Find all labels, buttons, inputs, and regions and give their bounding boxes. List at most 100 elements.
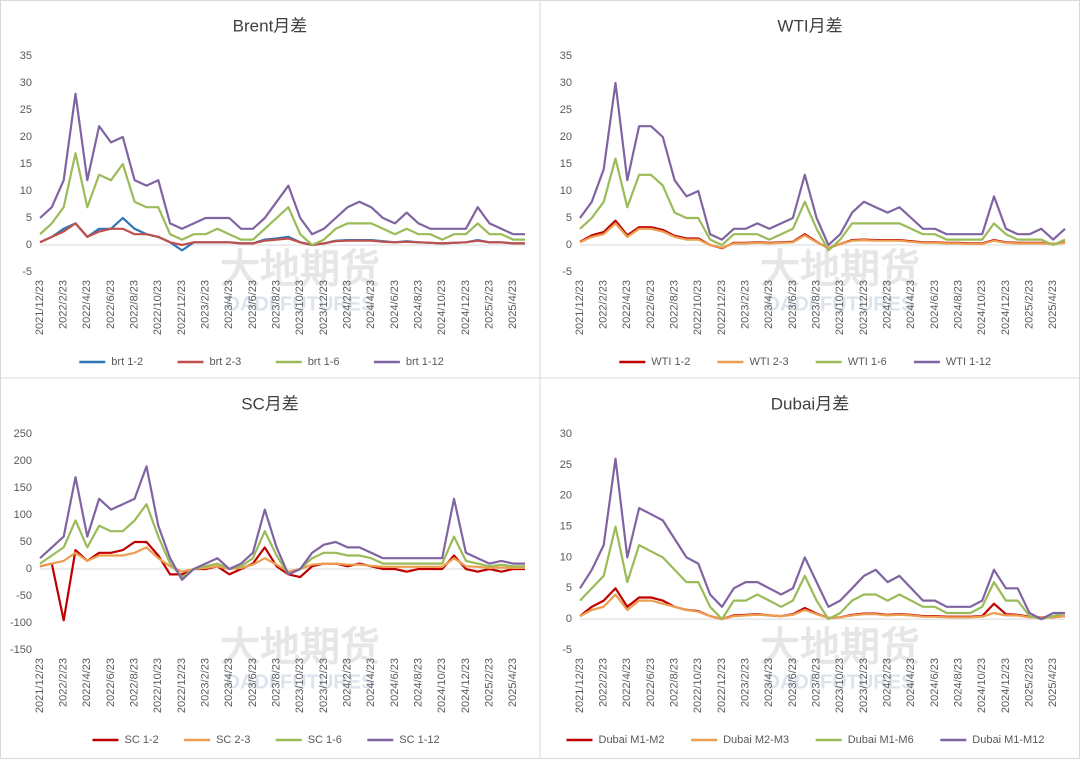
series-line	[579, 457, 1065, 621]
y-tick-label: 20	[20, 131, 32, 143]
legend-label: SC 1-6	[308, 734, 342, 746]
legend-label: Dubai M1-M2	[599, 734, 665, 746]
x-tick-label: 2022/8/23	[129, 280, 141, 329]
y-tick-label: 5	[26, 212, 32, 224]
x-tick-label: 2022/2/23	[58, 658, 70, 707]
legend-label: SC 2-3	[216, 734, 250, 746]
x-tick-label: 2023/2/23	[740, 658, 752, 707]
chart-title: SC月差	[241, 394, 299, 413]
y-tick-label: -5	[22, 266, 32, 278]
watermark: 大地期货	[760, 248, 920, 292]
x-tick-label: 2023/12/23	[858, 280, 870, 335]
watermark: 大地期货	[220, 248, 380, 292]
x-tick-label: 2022/4/23	[81, 658, 93, 707]
legend-label: brt 1-6	[308, 356, 340, 368]
x-tick-label: 2022/10/23	[692, 280, 704, 335]
chart-title: Dubai月差	[771, 394, 849, 413]
x-tick-label: 2023/4/23	[763, 658, 775, 707]
x-tick-label: 2024/4/23	[905, 280, 917, 329]
y-tick-label: 5	[566, 582, 572, 594]
y-tick-label: -5	[562, 266, 572, 278]
x-tick-label: 2021/12/23	[574, 280, 586, 335]
x-tick-label: 2025/4/23	[507, 280, 519, 329]
x-tick-label: 2022/2/23	[598, 658, 610, 707]
y-tick-label: -50	[16, 590, 32, 602]
y-tick-label: 25	[560, 459, 572, 471]
x-tick-label: 2024/2/23	[881, 280, 893, 329]
y-tick-label: 10	[560, 185, 572, 197]
y-tick-label: 250	[14, 428, 32, 440]
x-tick-label: 2024/8/23	[952, 658, 964, 707]
x-tick-label: 2024/6/23	[389, 280, 401, 329]
series-line	[39, 546, 525, 573]
y-tick-label: -100	[10, 617, 32, 629]
x-tick-label: 2024/12/23	[460, 658, 472, 713]
x-tick-label: 2022/6/23	[105, 280, 117, 329]
x-tick-label: 2023/2/23	[740, 280, 752, 329]
legend-label: WTI 1-6	[848, 356, 887, 368]
x-tick-label: 2022/12/23	[176, 280, 188, 335]
x-tick-label: 2024/10/23	[436, 280, 448, 335]
x-tick-label: 2023/8/23	[270, 280, 282, 329]
x-tick-label: 2021/12/23	[34, 280, 46, 335]
x-tick-label: 2022/8/23	[669, 280, 681, 329]
x-tick-label: 2024/2/23	[341, 280, 353, 329]
x-tick-label: 2025/2/23	[1023, 658, 1035, 707]
y-tick-label: 10	[560, 551, 572, 563]
chart-title: WTI月差	[777, 16, 842, 35]
y-tick-label: 20	[560, 490, 572, 502]
series-line	[579, 157, 1066, 252]
x-tick-label: 2022/10/23	[152, 280, 164, 335]
y-tick-label: 200	[14, 455, 32, 467]
series-line	[39, 465, 525, 581]
x-tick-label: 2024/2/23	[341, 658, 353, 707]
chart-title: Brent月差	[233, 16, 308, 35]
x-tick-label: 2024/4/23	[905, 658, 917, 707]
x-tick-label: 2025/2/23	[1023, 280, 1035, 329]
y-tick-label: 0	[566, 613, 572, 625]
watermark: DADI FUTURES	[766, 293, 915, 315]
x-tick-label: 2025/2/23	[483, 658, 495, 707]
y-tick-label: 20	[560, 131, 572, 143]
y-tick-label: 30	[20, 77, 32, 89]
legend-label: WTI 1-12	[946, 356, 991, 368]
y-tick-label: 5	[566, 212, 572, 224]
x-tick-label: 2022/6/23	[645, 658, 657, 707]
x-tick-label: 2024/10/23	[976, 658, 988, 713]
x-tick-label: 2022/4/23	[81, 280, 93, 329]
series-line	[39, 152, 525, 247]
y-tick-label: 0	[26, 563, 32, 575]
x-tick-label: 2024/8/23	[412, 658, 424, 707]
x-tick-label: 2022/2/23	[598, 280, 610, 329]
y-tick-label: -5	[562, 644, 572, 656]
x-tick-label: 2022/10/23	[152, 658, 164, 713]
y-tick-label: 10	[20, 185, 32, 197]
y-tick-label: 100	[14, 509, 32, 521]
y-tick-label: 15	[560, 520, 572, 532]
y-tick-label: 25	[560, 104, 572, 116]
watermark: 大地期货	[220, 626, 380, 670]
legend-label: SC 1-2	[125, 734, 159, 746]
x-tick-label: 2024/12/23	[1000, 280, 1012, 335]
y-tick-label: 150	[14, 482, 32, 494]
x-tick-label: 2021/12/23	[34, 658, 46, 713]
x-tick-label: 2024/4/23	[365, 658, 377, 707]
x-tick-label: 2024/10/23	[436, 658, 448, 713]
x-tick-label: 2022/4/23	[621, 280, 633, 329]
x-tick-label: 2023/2/23	[200, 658, 212, 707]
watermark: DADI FUTURES	[766, 671, 915, 693]
legend-label: brt 1-12	[406, 356, 444, 368]
x-tick-label: 2024/12/23	[1000, 658, 1012, 713]
y-tick-label: 15	[560, 158, 572, 170]
x-tick-label: 2021/12/23	[574, 658, 586, 713]
x-tick-label: 2024/6/23	[929, 280, 941, 329]
legend-label: WTI 1-2	[651, 356, 690, 368]
x-tick-label: 2023/12/23	[318, 658, 330, 713]
x-tick-label: 2024/10/23	[976, 280, 988, 335]
y-tick-label: 25	[20, 104, 32, 116]
y-tick-label: 35	[560, 50, 572, 62]
